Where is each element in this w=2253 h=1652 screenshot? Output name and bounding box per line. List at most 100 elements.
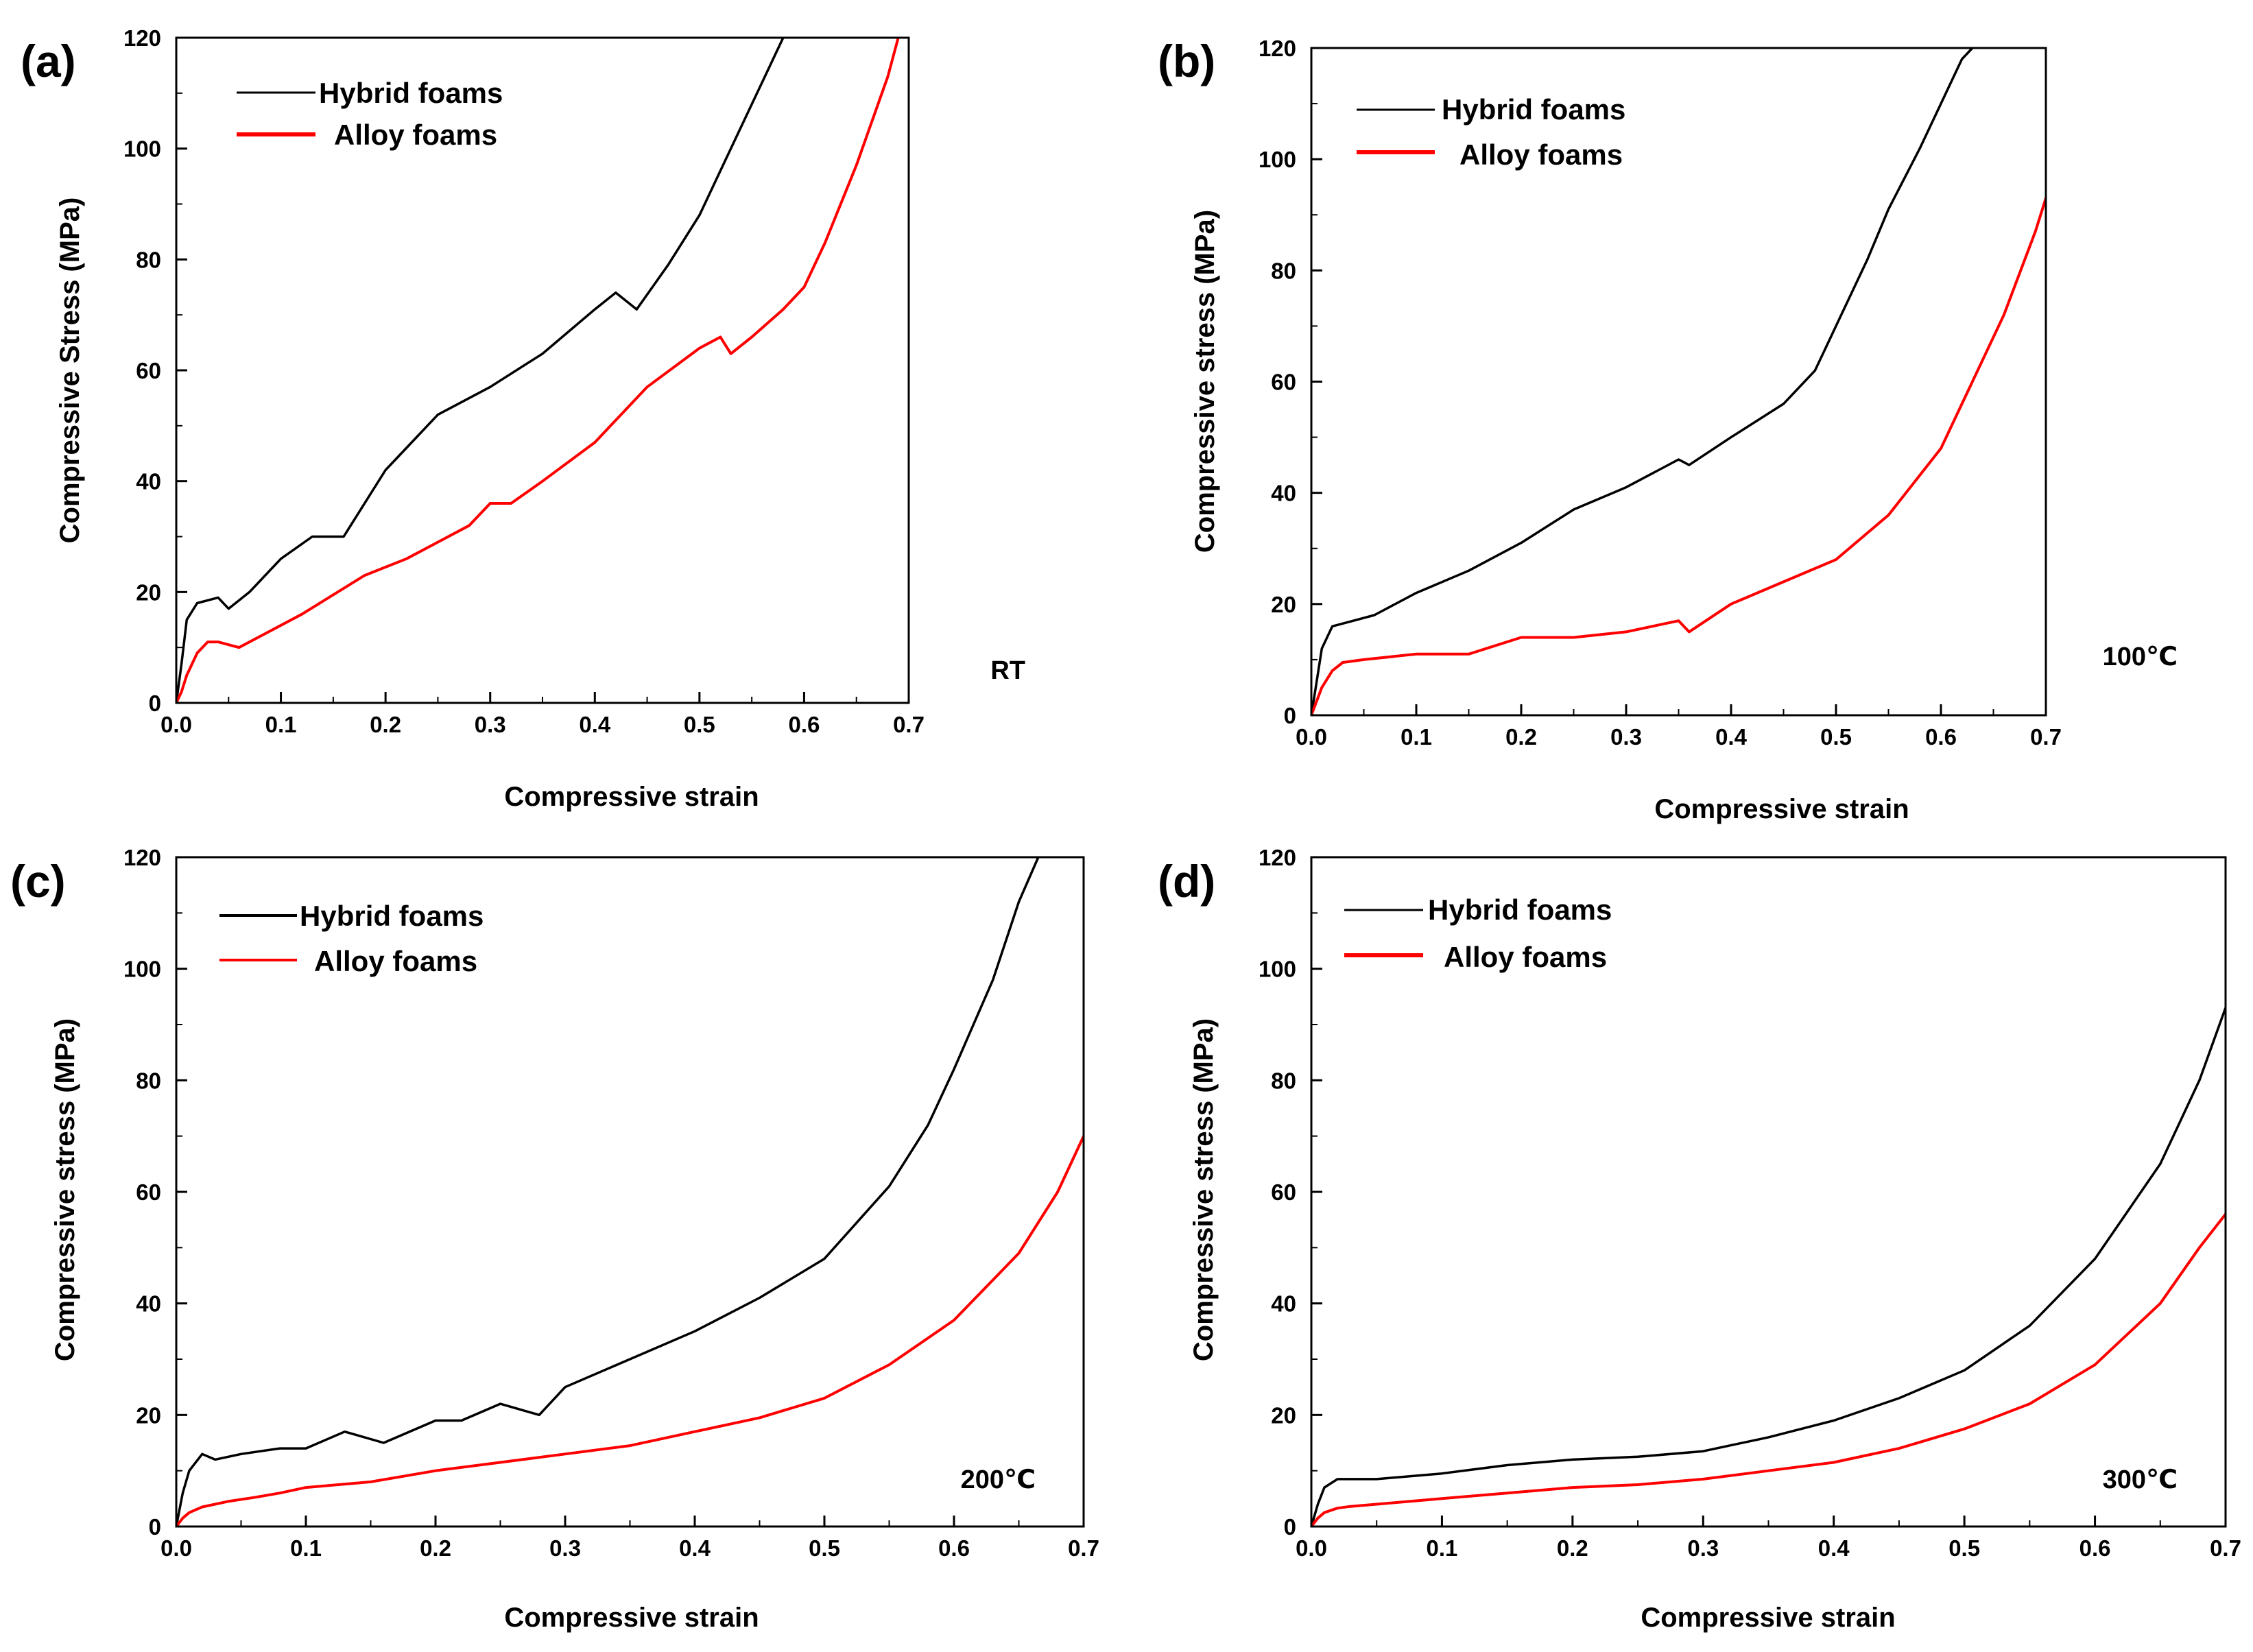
y-axis-title: Compressive stress (MPa) xyxy=(50,1018,80,1361)
y-tick-label: 20 xyxy=(1271,1402,1296,1428)
x-tick-label: 0.5 xyxy=(1948,1535,1980,1561)
panel-label: (a) xyxy=(21,36,76,86)
x-tick-label: 0.4 xyxy=(1715,724,1748,750)
panel-label: (d) xyxy=(1158,856,1215,907)
legend-label-alloy: Alloy foams xyxy=(1444,941,1607,973)
x-axis-title: Compressive strain xyxy=(504,1603,759,1633)
x-tick-label: 0.3 xyxy=(549,1535,581,1561)
y-tick-label: 40 xyxy=(1271,1291,1296,1317)
panel-label: (b) xyxy=(1158,36,1215,86)
panel-c: (c) Compressive stress (MPa) Compressive… xyxy=(10,845,1099,1633)
x-tick-label: 0.7 xyxy=(2030,724,2062,750)
x-tick-label: 0.1 xyxy=(290,1535,322,1561)
x-tick-label: 0.2 xyxy=(1557,1535,1588,1561)
y-tick-label: 0 xyxy=(149,1514,161,1540)
series-line-hybrid xyxy=(176,857,1040,1527)
x-tick-label: 0.5 xyxy=(1820,724,1852,750)
y-tick-label: 80 xyxy=(1271,258,1296,283)
x-tick-label: 0.1 xyxy=(1426,1535,1457,1561)
y-tick-label: 120 xyxy=(123,25,161,51)
x-tick-label: 0.2 xyxy=(370,712,401,737)
y-tick-label: 100 xyxy=(1259,147,1296,172)
y-tick-label: 100 xyxy=(1259,957,1296,982)
y-tick-label: 20 xyxy=(1271,592,1296,617)
panel-label: (c) xyxy=(10,856,66,907)
y-tick-label: 80 xyxy=(136,247,161,272)
x-tick-label: 0.7 xyxy=(2210,1535,2241,1561)
temperature-label: RT xyxy=(990,656,1025,685)
x-tick-label: 0.4 xyxy=(679,1535,711,1561)
x-tick-label: 0.2 xyxy=(420,1535,451,1561)
series-line-alloy xyxy=(1311,1213,2226,1527)
panel-d: (d) Compressive stress (MPa) Compressive… xyxy=(1158,845,2241,1633)
legend-label-alloy: Alloy foams xyxy=(1459,139,1623,171)
series-line-alloy xyxy=(176,38,900,703)
legend-label-alloy: Alloy foams xyxy=(314,945,477,977)
temperature-label: 300℃ xyxy=(2103,1465,2178,1494)
y-tick-label: 20 xyxy=(136,579,161,605)
legend-label-hybrid: Hybrid foams xyxy=(319,77,503,109)
x-tick-label: 0.3 xyxy=(1610,724,1642,750)
x-tick-label: 0.2 xyxy=(1505,724,1537,750)
y-axis-title-group: Compressive stress (MPa) xyxy=(1189,1018,1219,1361)
y-tick-label: 120 xyxy=(1259,36,1296,61)
panel-a: (a) Compressive Stress (MPa) Compressive… xyxy=(21,25,1025,812)
y-tick-label: 80 xyxy=(136,1068,161,1093)
series-line-hybrid xyxy=(1311,1007,2226,1527)
y-tick-label: 60 xyxy=(136,1180,161,1205)
y-tick-label: 40 xyxy=(1271,481,1296,506)
y-tick-label: 60 xyxy=(136,358,161,383)
y-tick-label: 80 xyxy=(1271,1068,1296,1093)
x-tick-label: 0.6 xyxy=(938,1535,970,1561)
x-tick-label: 0.1 xyxy=(265,712,297,737)
x-tick-label: 0.5 xyxy=(684,712,715,737)
legend: Hybrid foams Alloy foams xyxy=(237,77,503,151)
y-axis-title-group: Compressive stress (MPa) xyxy=(1190,210,1220,553)
y-tick-label: 100 xyxy=(123,136,161,162)
y-tick-label: 40 xyxy=(136,469,161,494)
x-tick-label: 0.0 xyxy=(1296,724,1327,750)
y-axis-title-group: Compressive Stress (MPa) xyxy=(55,197,85,544)
series-line-alloy xyxy=(176,1135,1084,1527)
y-tick-label: 120 xyxy=(1259,845,1296,870)
x-tick-label: 0.0 xyxy=(160,1535,192,1561)
legend-label-hybrid: Hybrid foams xyxy=(1442,93,1625,125)
x-tick-label: 0.4 xyxy=(579,712,611,737)
x-axis-title: Compressive strain xyxy=(1641,1603,1895,1633)
temperature-label: 100℃ xyxy=(2103,643,2178,671)
legend: Hybrid foams Alloy foams xyxy=(219,900,484,977)
legend: Hybrid foams Alloy foams xyxy=(1344,894,1612,973)
legend-label-alloy: Alloy foams xyxy=(334,119,497,151)
x-axis-title: Compressive strain xyxy=(504,782,759,812)
legend-label-hybrid: Hybrid foams xyxy=(300,900,484,932)
y-tick-label: 0 xyxy=(1284,703,1296,728)
x-tick-label: 0.4 xyxy=(1818,1535,1850,1561)
x-tick-label: 0.0 xyxy=(160,712,192,737)
y-tick-label: 120 xyxy=(123,845,161,870)
series-line-hybrid xyxy=(176,38,785,703)
series-line-alloy xyxy=(1311,197,2046,715)
legend: Hybrid foams Alloy foams xyxy=(1357,93,1625,171)
x-tick-label: 0.0 xyxy=(1296,1535,1327,1561)
series-line-hybrid xyxy=(1311,48,1974,715)
y-axis-title: Compressive stress (MPa) xyxy=(1189,1018,1219,1361)
temperature-label: 200℃ xyxy=(961,1465,1036,1494)
y-tick-label: 20 xyxy=(136,1402,161,1428)
y-tick-label: 40 xyxy=(136,1291,161,1317)
y-axis-title: Compressive Stress (MPa) xyxy=(55,197,85,544)
y-tick-label: 60 xyxy=(1271,1180,1296,1205)
x-tick-label: 0.5 xyxy=(809,1535,840,1561)
x-tick-label: 0.3 xyxy=(1687,1535,1719,1561)
y-axis-title: Compressive stress (MPa) xyxy=(1190,210,1220,553)
x-tick-label: 0.6 xyxy=(1925,724,1957,750)
x-tick-label: 0.3 xyxy=(475,712,506,737)
y-tick-label: 100 xyxy=(123,957,161,982)
y-tick-label: 0 xyxy=(1284,1514,1296,1540)
x-tick-label: 0.6 xyxy=(2079,1535,2111,1561)
y-axis-title-group: Compressive stress (MPa) xyxy=(50,1018,80,1361)
y-tick-label: 0 xyxy=(149,691,161,716)
x-tick-label: 0.7 xyxy=(1068,1535,1099,1561)
legend-label-hybrid: Hybrid foams xyxy=(1428,894,1612,926)
